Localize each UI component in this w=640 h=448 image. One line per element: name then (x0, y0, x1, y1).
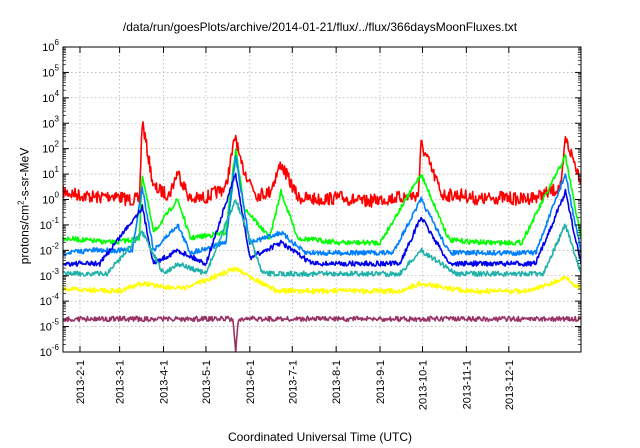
series-layer (63, 121, 581, 352)
y-tick-label: 10-1 (40, 216, 60, 232)
x-tick-label: 2013-3-1 (115, 360, 127, 404)
series-line (63, 266, 581, 295)
y-tick-label: 100 (42, 191, 59, 207)
y-tick-label: 102 (42, 140, 59, 156)
y-tick-label: 10-2 (40, 241, 60, 257)
x-tick-label: 2013-6-1 (245, 360, 257, 404)
x-tick-label: 2013-12-1 (504, 360, 516, 410)
x-tick-label: 2013-8-1 (331, 360, 343, 404)
x-tick-label: 2013-5-1 (201, 360, 213, 404)
x-tick-label: 2013-9-1 (375, 360, 387, 404)
x-tick-label: 2013-7-1 (287, 360, 299, 404)
series-line (63, 199, 581, 277)
tick-layer: 10-6 10-5 10-4 10-3 10-2 10-1 100 101 102 103 104 1… (40, 38, 581, 410)
series-line (63, 155, 581, 257)
series-line (63, 315, 581, 352)
y-tick-label: 105 (42, 63, 59, 79)
y-tick-label: 101 (42, 165, 59, 181)
x-tick-label: 2013-2-1 (75, 360, 87, 404)
x-tick-label: 2013-4-1 (158, 360, 170, 404)
series-line (63, 121, 581, 208)
x-tick-label: 2013-11-1 (461, 360, 473, 409)
x-axis-label: Coordinated Universal Time (UTC) (227, 430, 413, 444)
y-tick-label: 10-4 (40, 292, 60, 308)
chart-title: /data/run/goesPlots/archive/2014-01-21/f… (122, 20, 518, 34)
series-line (63, 172, 581, 267)
y-tick-label: 10-3 (40, 267, 60, 283)
y-tick-label: 106 (42, 38, 59, 54)
y-tick-label: 104 (42, 89, 59, 105)
series-line (63, 148, 581, 246)
y-tick-label: 10-5 (40, 318, 60, 334)
x-tick-label: 2013-10-1 (417, 360, 429, 410)
y-tick-label: 10-6 (40, 343, 60, 359)
y-tick-label: 103 (42, 114, 59, 130)
